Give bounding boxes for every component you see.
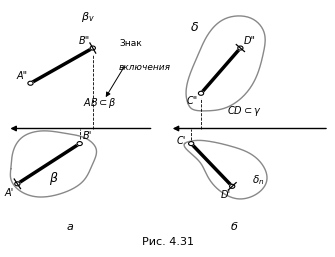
Circle shape	[229, 184, 235, 188]
Circle shape	[198, 91, 204, 95]
Circle shape	[15, 182, 20, 186]
Circle shape	[28, 81, 33, 85]
Text: Рис. 4.31: Рис. 4.31	[142, 237, 194, 247]
Text: $CD\subset\gamma$: $CD\subset\gamma$	[227, 104, 262, 118]
Text: а: а	[66, 222, 73, 232]
Text: C': C'	[177, 136, 186, 146]
Text: D': D'	[220, 190, 230, 200]
Text: б: б	[230, 222, 237, 232]
Text: $\delta$: $\delta$	[190, 21, 199, 34]
Circle shape	[189, 142, 194, 146]
Text: B": B"	[78, 35, 89, 45]
Text: D": D"	[244, 35, 256, 45]
Text: B': B'	[83, 131, 92, 141]
Text: A": A"	[16, 71, 27, 81]
Text: $\delta_n$: $\delta_n$	[252, 173, 264, 187]
Text: $\beta$: $\beta$	[49, 170, 58, 187]
Text: $AB\subset\beta$: $AB\subset\beta$	[83, 96, 117, 110]
Circle shape	[238, 46, 243, 50]
Text: A': A'	[5, 188, 14, 198]
Text: Знак: Знак	[119, 39, 142, 48]
Text: C": C"	[187, 96, 198, 106]
Circle shape	[77, 142, 82, 146]
Text: $\beta_v$: $\beta_v$	[81, 10, 95, 24]
Text: включения: включения	[119, 63, 171, 72]
Circle shape	[90, 46, 95, 50]
